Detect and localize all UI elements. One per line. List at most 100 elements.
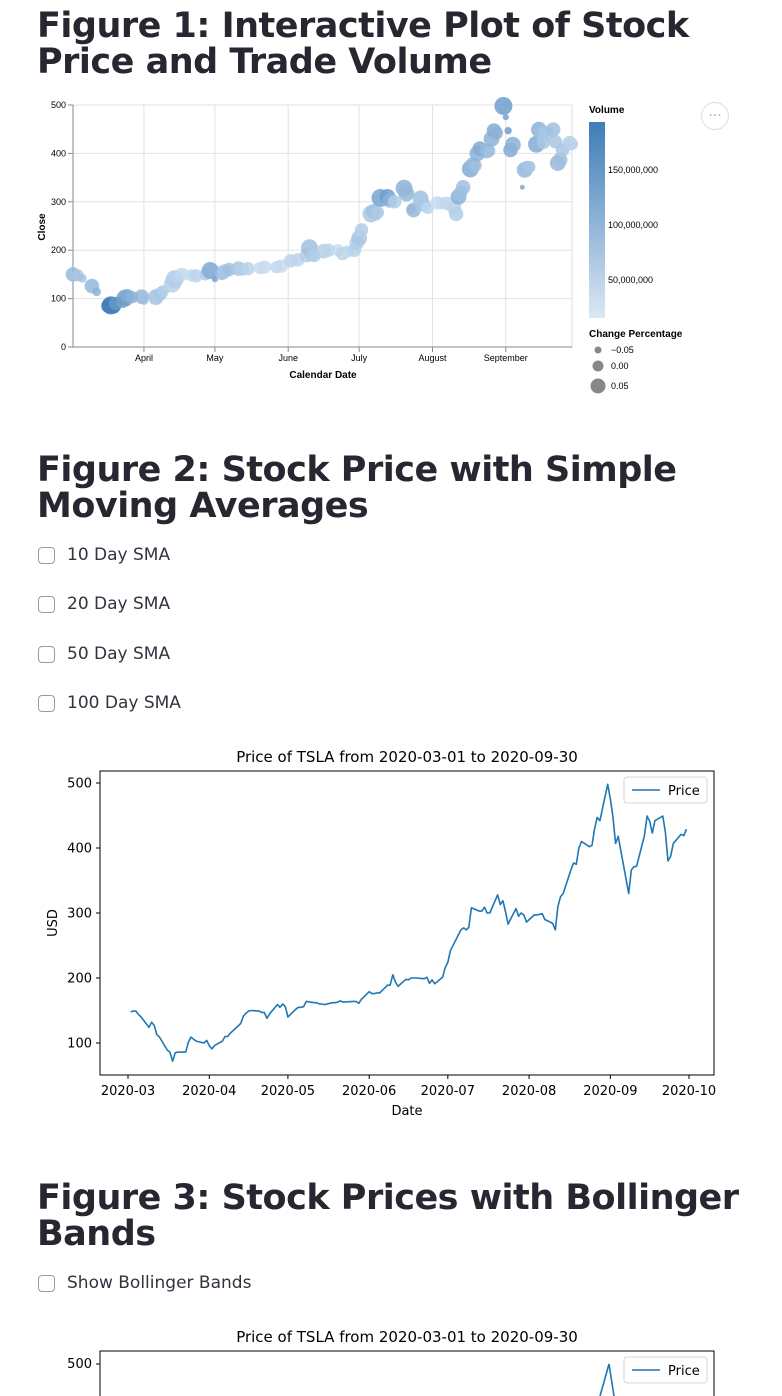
y-axis-title: USD	[46, 909, 61, 937]
price-line	[599, 1363, 615, 1396]
checkbox-label: 20 Day SMA	[67, 594, 171, 614]
sma-50-checkbox[interactable]: 50 Day SMA	[38, 642, 170, 666]
y-tick-label: 500	[67, 1357, 92, 1372]
x-tick-label: 2020-07	[421, 1084, 475, 1099]
change-legend-symbol	[594, 346, 602, 354]
y-tick-label: 100	[51, 294, 66, 304]
data-point[interactable]	[494, 96, 513, 115]
volume-legend-title: Volume	[589, 105, 625, 116]
data-point[interactable]	[241, 261, 255, 276]
legend-label: Price	[668, 784, 700, 799]
bollinger-bands-checkbox[interactable]: Show Bollinger Bands	[38, 1271, 251, 1295]
price-line	[130, 783, 688, 1062]
change-legend-label: 0.05	[611, 381, 629, 391]
data-point[interactable]	[502, 114, 509, 121]
data-point[interactable]	[448, 206, 464, 222]
checkbox-label: 50 Day SMA	[67, 644, 171, 664]
y-tick-label: 200	[67, 972, 92, 987]
chart-title: Price of TSLA from 2020-03-01 to 2020-09…	[236, 1328, 578, 1346]
volume-legend-label: 50,000,000	[608, 275, 653, 285]
change-legend-label: −0.05	[611, 345, 634, 355]
chart-actions-menu-button[interactable]: ···	[701, 102, 729, 130]
figure-3-chart: Price of TSLA from 2020-03-01 to 2020-09…	[67, 1328, 715, 1396]
figure-2-chart: Price of TSLA from 2020-03-01 to 2020-09…	[46, 748, 716, 1119]
y-tick-label: 100	[67, 1037, 92, 1052]
data-point[interactable]	[321, 243, 336, 257]
data-point[interactable]	[468, 158, 482, 173]
x-tick-label: 2020-04	[182, 1084, 236, 1099]
volume-gradient-bar	[589, 122, 605, 318]
change-legend-title: Change Percentage	[589, 329, 683, 340]
data-point[interactable]	[545, 122, 561, 137]
checkbox-box[interactable]	[38, 546, 55, 564]
x-tick-label: 2020-03	[101, 1084, 155, 1099]
y-tick-label: 500	[51, 100, 66, 110]
data-point[interactable]	[211, 276, 218, 283]
data-point[interactable]	[523, 160, 536, 174]
data-point[interactable]	[519, 184, 525, 190]
x-tick-label: May	[206, 353, 224, 363]
x-tick-label: 2020-06	[342, 1084, 396, 1099]
data-point[interactable]	[354, 223, 369, 237]
more-dots-icon: ···	[708, 108, 722, 124]
plot-frame	[99, 1350, 715, 1396]
sma-20-checkbox[interactable]: 20 Day SMA	[38, 592, 170, 616]
sma-10-checkbox[interactable]: 10 Day SMA	[38, 543, 170, 567]
x-axis-title: Date	[391, 1104, 422, 1119]
data-point[interactable]	[565, 138, 579, 151]
chart-legend: Price	[623, 776, 708, 804]
y-axis-title: Close	[37, 213, 48, 241]
x-tick-label: 2020-08	[502, 1084, 556, 1099]
change-legend-symbol	[592, 360, 604, 372]
data-point[interactable]	[78, 273, 87, 283]
checkbox-label: 10 Day SMA	[67, 545, 171, 565]
x-tick-label: 2020-10	[662, 1084, 716, 1099]
data-point[interactable]	[257, 260, 272, 274]
data-point[interactable]	[139, 296, 149, 305]
checkbox-box[interactable]	[38, 1274, 55, 1292]
data-point[interactable]	[175, 267, 189, 282]
data-point[interactable]	[371, 206, 385, 219]
plot-frame	[99, 770, 715, 1076]
y-tick-label: 200	[51, 245, 66, 255]
x-tick-label: 2020-05	[261, 1084, 315, 1099]
figure-3-heading: Figure 3: Stock Prices with Bollinger Ba…	[37, 1178, 739, 1254]
y-tick-label: 0	[61, 342, 66, 352]
x-tick-label: June	[278, 353, 298, 363]
change-legend-label: 0.00	[611, 361, 629, 371]
figure-1-chart[interactable]: April May June July August September 0 100 200 30…	[0, 90, 782, 410]
figure-2-heading: Figure 2: Stock Price with Simple Moving…	[37, 450, 677, 526]
checkbox-box[interactable]	[38, 694, 55, 712]
data-point[interactable]	[398, 185, 415, 202]
x-tick-label: September	[484, 353, 528, 363]
checkbox-box[interactable]	[38, 645, 55, 663]
data-point[interactable]	[92, 287, 101, 297]
x-tick-label: April	[135, 353, 153, 363]
data-point[interactable]	[189, 269, 203, 283]
x-tick-label: July	[351, 353, 368, 363]
legend-label: Price	[668, 1364, 700, 1379]
checkbox-label: Show Bollinger Bands	[67, 1273, 252, 1293]
data-point[interactable]	[455, 179, 471, 195]
y-tick-label: 300	[67, 907, 92, 922]
legend-box	[623, 1356, 708, 1384]
chart-legend: Price	[623, 1356, 708, 1384]
legend-box	[623, 776, 708, 804]
checkbox-box[interactable]	[38, 595, 55, 613]
figure-1-heading: Figure 1: Interactive Plot of Stock Pric…	[37, 6, 689, 82]
y-tick-label: 500	[67, 777, 92, 792]
y-tick-label: 400	[51, 148, 66, 158]
data-point[interactable]	[421, 201, 434, 215]
sma-100-checkbox[interactable]: 100 Day SMA	[38, 691, 181, 715]
data-point[interactable]	[489, 126, 504, 140]
x-tick-label: 2020-09	[583, 1084, 637, 1099]
y-tick-label: 400	[67, 842, 92, 857]
data-point[interactable]	[483, 144, 496, 158]
data-point[interactable]	[504, 136, 521, 153]
chart-title: Price of TSLA from 2020-03-01 to 2020-09…	[236, 748, 578, 766]
volume-legend-label: 150,000,000	[608, 165, 658, 175]
y-tick-label: 300	[51, 197, 66, 207]
data-point[interactable]	[387, 195, 402, 209]
data-point[interactable]	[504, 126, 512, 135]
change-legend-symbol	[590, 378, 606, 394]
